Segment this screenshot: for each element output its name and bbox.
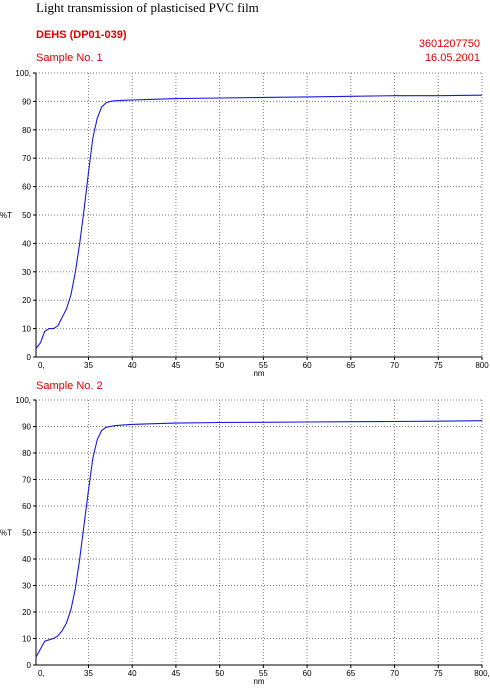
product-code: 3601207750 [418,38,480,50]
y-tick-label: 0 [27,353,32,362]
x-tick-label: 45 [171,361,180,370]
y-axis-label: %T [0,211,12,220]
x-tick-label: 55 [259,669,268,678]
chart-2-plot: 35 40 45 50 55 60 65 70 75 800, 0 10 20 30 40 50 60 70 80 9… [0,396,490,686]
y-axis-label: %T [0,529,12,538]
page-title: Light transmission of plasticised PVC fi… [36,0,259,15]
y-tick-label: 50 [22,529,31,538]
x-tick-label: 35 [84,669,93,678]
x-tick-label: 55 [259,361,268,370]
y-tick-label: 90 [22,423,31,432]
chart-1-plot: 35 40 45 50 55 60 65 70 75 800 0 10 20 30 40 50 60 70 80 90… [0,69,489,378]
y-tick-label: 10 [22,325,31,334]
x-tick-label: 800 [475,361,489,370]
x-tick-label: 800, [474,669,490,678]
x-origin-label: 0, [38,669,45,678]
chart-2-title: Sample No. 2 [36,380,103,392]
x-tick-label: 40 [128,669,137,678]
y-tick-label: 60 [22,502,31,511]
y-tick-label: 80 [22,449,31,458]
y-tick-label: 70 [22,154,31,163]
y-tick-label: 100, [15,69,31,78]
y-tick-label: 50 [22,211,31,220]
transmission-curve [35,94,483,349]
y-tick-label: 40 [22,555,31,564]
y-tick-label: 20 [22,608,31,617]
x-tick-label: 65 [346,361,355,370]
y-tick-label: 0 [27,661,32,670]
y-tick-label: 60 [22,183,31,192]
y-tick-label: 80 [22,126,31,135]
x-tick-label: 50 [215,361,224,370]
y-tick-label: 40 [22,239,31,248]
report-date: 16.05.2001 [424,52,480,64]
x-axis-label: nm [253,677,264,686]
x-tick-label: 35 [84,361,93,370]
x-tick-label: 75 [434,361,443,370]
x-axis-label: nm [253,369,264,378]
y-tick-label: 20 [22,296,31,305]
x-tick-label: 45 [171,669,180,678]
y-tick-label: 70 [22,476,31,485]
transmission-curve [35,420,483,658]
x-tick-label: 65 [346,669,355,678]
x-origin-label: 0, [38,361,45,370]
x-tick-label: 60 [303,361,312,370]
y-tick-label: 30 [22,582,31,591]
y-tick-label: 90 [22,97,31,106]
x-tick-label: 40 [128,361,137,370]
y-tick-label: 100, [15,396,31,405]
y-tick-label: 30 [22,268,31,277]
x-tick-label: 70 [390,669,399,678]
chart-1-title: Sample No. 1 [36,52,103,64]
product-name: DEHS (DP01-039) [36,29,127,41]
y-tick-label: 10 [22,635,31,644]
x-tick-label: 50 [215,669,224,678]
x-tick-label: 75 [434,669,443,678]
x-tick-label: 70 [390,361,399,370]
x-tick-label: 60 [303,669,312,678]
